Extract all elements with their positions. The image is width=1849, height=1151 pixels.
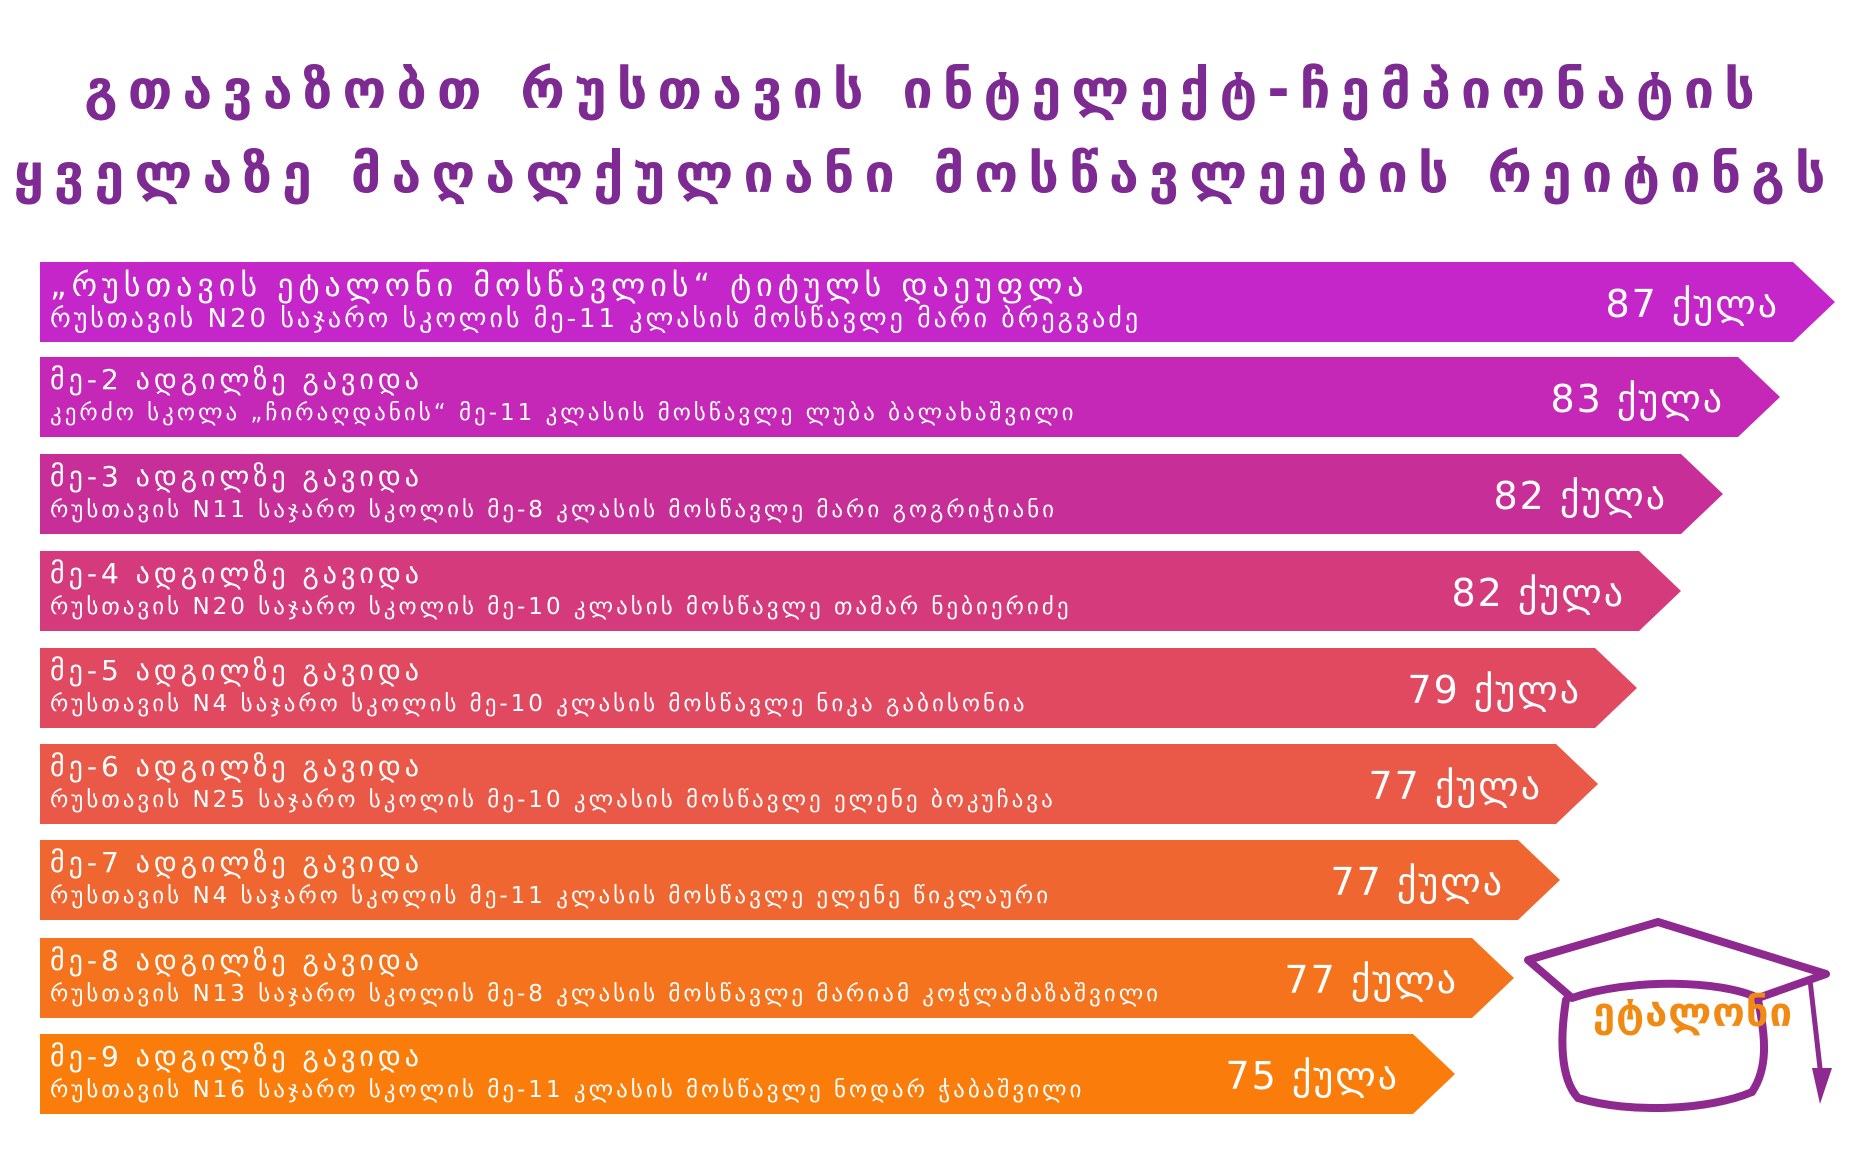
rating-row-3: მე-3 ადგილზე გავიდა რუსთავის N11 საჯარო …: [40, 454, 1723, 534]
rating-row-heading: მე-8 ადგილზე გავიდა: [50, 944, 423, 977]
rating-row-score: 82 ქულა: [1493, 474, 1667, 518]
rating-row-score: 79 ქულა: [1407, 668, 1581, 712]
rating-row-score: 77 ქულა: [1330, 860, 1504, 904]
rating-row-heading: მე-2 ადგილზე გავიდა: [50, 363, 423, 396]
rating-row-6: მე-6 ადგილზე გავიდა რუსთავის N25 საჯარო …: [40, 744, 1598, 824]
graduation-cap-icon: [1524, 918, 1832, 1113]
rating-row-student: რუსთავის N20 საჯარო სკოლის მე-11 კლასის …: [50, 304, 1142, 334]
rating-row-1: „რუსთავის ეტალონი მოსწავლის“ ტიტულს დაეუ…: [40, 262, 1835, 342]
rating-row-heading: მე-7 ადგილზე გავიდა: [50, 846, 423, 879]
rating-row-student: რუსთავის N16 საჯარო სკოლის მე-11 კლასის …: [50, 1077, 1085, 1103]
rating-row-student: რუსთავის N4 საჯარო სკოლის მე-11 კლასის მ…: [50, 883, 1052, 909]
rating-row-student: რუსთავის N25 საჯარო სკოლის მე-10 კლასის …: [50, 787, 1056, 813]
rating-row-score: 77 ქულა: [1368, 764, 1542, 808]
etaloni-logo: ეტალონი: [1520, 918, 1838, 1123]
rating-row-student: რუსთავის N4 საჯარო სკოლის მე-10 კლასის მ…: [50, 691, 1028, 717]
rating-row-score: 83 ქულა: [1550, 377, 1724, 421]
rating-row-heading: მე-3 ადგილზე გავიდა: [50, 460, 423, 493]
rating-row-5: მე-5 ადგილზე გავიდა რუსთავის N4 საჯარო ს…: [40, 648, 1637, 728]
rating-row-heading: მე-9 ადგილზე გავიდა: [50, 1040, 423, 1073]
rating-row-score: 75 ქულა: [1225, 1054, 1399, 1098]
rating-row-8: მე-8 ადგილზე გავიდა რუსთავის N13 საჯარო …: [40, 938, 1514, 1018]
rating-row-student: რუსთავის N13 საჯარო სკოლის მე-8 კლასის მ…: [50, 981, 1162, 1007]
rating-row-heading: მე-6 ადგილზე გავიდა: [50, 750, 423, 783]
rating-row-heading: „რუსთავის ეტალონი მოსწავლის“ ტიტულს დაეუ…: [50, 266, 1089, 304]
rating-row-student: რუსთავის N20 საჯარო სკოლის მე-10 კლასის …: [50, 594, 1072, 620]
page-title: გთავაზობთ რუსთავის ინტელექტ-ჩემპიონატის …: [0, 48, 1849, 216]
title-line-1: გთავაზობთ რუსთავის ინტელექტ-ჩემპიონატის: [84, 58, 1765, 121]
rating-row-2: მე-2 ადგილზე გავიდა კერძო სკოლა „ჩირაღდა…: [40, 357, 1780, 437]
rating-row-9: მე-9 ადგილზე გავიდა რუსთავის N16 საჯარო …: [40, 1034, 1455, 1114]
rating-row-score: 82 ქულა: [1451, 571, 1625, 615]
rating-row-4: მე-4 ადგილზე გავიდა რუსთავის N20 საჯარო …: [40, 551, 1681, 631]
rating-row-student: კერძო სკოლა „ჩირაღდანის“ მე-11 კლასის მო…: [50, 400, 1077, 426]
logo-text: ეტალონი: [1592, 990, 1794, 1036]
rating-row-7: მე-7 ადგილზე გავიდა რუსთავის N4 საჯარო ს…: [40, 840, 1560, 920]
title-line-2: ყველაზე მაღალქულიანი მოსწავლეების რეიტინ…: [13, 142, 1836, 205]
rating-row-student: რუსთავის N11 საჯარო სკოლის მე-8 კლასის მ…: [50, 497, 1058, 523]
rating-row-heading: მე-4 ადგილზე გავიდა: [50, 557, 423, 590]
rating-row-score: 77 ქულა: [1284, 958, 1458, 1002]
rating-row-heading: მე-5 ადგილზე გავიდა: [50, 654, 423, 687]
rating-row-score: 87 ქულა: [1605, 282, 1779, 326]
